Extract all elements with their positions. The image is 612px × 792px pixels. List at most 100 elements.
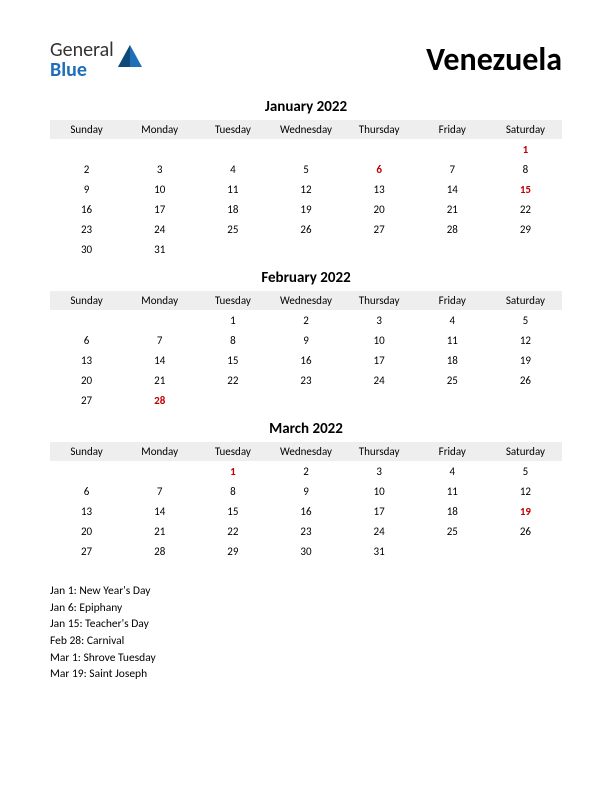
calendar-cell: 27 bbox=[343, 219, 416, 239]
calendar-cell: 6 bbox=[50, 481, 123, 501]
calendar-cell: 25 bbox=[416, 521, 489, 541]
calendar-cell: 1 bbox=[196, 461, 269, 481]
holiday-item: Jan 15: Teacher's Day bbox=[50, 616, 562, 633]
weekday-header: Tuesday bbox=[196, 120, 269, 139]
calendar-cell-empty bbox=[416, 139, 489, 159]
calendar-cell: 20 bbox=[50, 521, 123, 541]
calendar-cell: 26 bbox=[489, 521, 562, 541]
calendar-cell: 12 bbox=[269, 179, 342, 199]
month-title: February 2022 bbox=[50, 269, 562, 287]
weekday-header: Saturday bbox=[489, 442, 562, 461]
weekday-header: Sunday bbox=[50, 442, 123, 461]
calendar-cell-empty bbox=[416, 541, 489, 561]
holiday-item: Jan 1: New Year's Day bbox=[50, 583, 562, 600]
holiday-item: Mar 1: Shrove Tuesday bbox=[50, 650, 562, 667]
calendar-cell: 8 bbox=[196, 481, 269, 501]
calendar-cell: 17 bbox=[123, 199, 196, 219]
logo-sail-icon bbox=[116, 43, 146, 78]
calendar-cell: 17 bbox=[343, 501, 416, 521]
calendar-cell-empty bbox=[50, 139, 123, 159]
calendar-cell: 7 bbox=[123, 330, 196, 350]
calendar-table: SundayMondayTuesdayWednesdayThursdayFrid… bbox=[50, 442, 562, 561]
calendar-cell: 24 bbox=[343, 521, 416, 541]
calendar-cell: 18 bbox=[416, 501, 489, 521]
calendar-cell: 30 bbox=[269, 541, 342, 561]
calendar-cell-empty bbox=[269, 239, 342, 259]
calendar-table: SundayMondayTuesdayWednesdayThursdayFrid… bbox=[50, 120, 562, 259]
weekday-header: Saturday bbox=[489, 291, 562, 310]
calendar-cell: 8 bbox=[489, 159, 562, 179]
calendar-cell: 13 bbox=[343, 179, 416, 199]
calendar-cell: 29 bbox=[196, 541, 269, 561]
header: General Blue Venezuela bbox=[50, 40, 562, 80]
calendar-cell: 10 bbox=[343, 330, 416, 350]
calendar-cell: 10 bbox=[123, 179, 196, 199]
weekday-header: Wednesday bbox=[269, 120, 342, 139]
calendar-cell: 28 bbox=[123, 390, 196, 410]
calendar-cell-empty bbox=[416, 390, 489, 410]
weekday-header: Tuesday bbox=[196, 291, 269, 310]
calendar-cell: 26 bbox=[489, 370, 562, 390]
calendar-cell: 11 bbox=[196, 179, 269, 199]
calendar-cell-empty bbox=[489, 239, 562, 259]
calendar-cell: 17 bbox=[343, 350, 416, 370]
calendar-cell: 3 bbox=[123, 159, 196, 179]
calendar-cell: 6 bbox=[50, 330, 123, 350]
calendar-cell: 13 bbox=[50, 501, 123, 521]
calendar-cell: 21 bbox=[123, 521, 196, 541]
calendar-cell: 13 bbox=[50, 350, 123, 370]
weekday-header: Friday bbox=[416, 291, 489, 310]
calendar-cell: 3 bbox=[343, 461, 416, 481]
calendar-cell: 20 bbox=[343, 199, 416, 219]
calendar-cell: 16 bbox=[269, 501, 342, 521]
calendar-cell: 14 bbox=[123, 501, 196, 521]
calendar-cell: 16 bbox=[50, 199, 123, 219]
weekday-header: Friday bbox=[416, 442, 489, 461]
calendar-cell: 23 bbox=[269, 370, 342, 390]
calendar-cell-empty bbox=[489, 541, 562, 561]
calendar-cell: 4 bbox=[196, 159, 269, 179]
calendar-cell-empty bbox=[196, 139, 269, 159]
calendar-cell: 4 bbox=[416, 310, 489, 330]
month-title: March 2022 bbox=[50, 420, 562, 438]
calendar-cell: 29 bbox=[489, 219, 562, 239]
calendar-cell-empty bbox=[196, 239, 269, 259]
calendar-cell-empty bbox=[123, 310, 196, 330]
calendar-cell-empty bbox=[343, 239, 416, 259]
calendar-cell: 14 bbox=[416, 179, 489, 199]
calendar-cell: 23 bbox=[269, 521, 342, 541]
calendar-cell-empty bbox=[196, 390, 269, 410]
weekday-header: Monday bbox=[123, 291, 196, 310]
calendar-cell: 20 bbox=[50, 370, 123, 390]
calendar-cell: 31 bbox=[123, 239, 196, 259]
calendar-cell: 2 bbox=[269, 310, 342, 330]
calendar-cell: 14 bbox=[123, 350, 196, 370]
calendar-cell: 9 bbox=[50, 179, 123, 199]
calendar-cell-empty bbox=[123, 461, 196, 481]
calendar-cell: 25 bbox=[416, 370, 489, 390]
calendar-cell: 6 bbox=[343, 159, 416, 179]
calendar-cell: 4 bbox=[416, 461, 489, 481]
month-block: March 2022 SundayMondayTuesdayWednesdayTh… bbox=[50, 420, 562, 561]
calendar-cell: 1 bbox=[489, 139, 562, 159]
calendar-cell: 22 bbox=[489, 199, 562, 219]
calendar-cell: 12 bbox=[489, 481, 562, 501]
calendar-cell: 9 bbox=[269, 481, 342, 501]
weekday-header: Sunday bbox=[50, 120, 123, 139]
calendar-cell: 1 bbox=[196, 310, 269, 330]
weekday-header: Wednesday bbox=[269, 442, 342, 461]
calendar-cell: 26 bbox=[269, 219, 342, 239]
holiday-list: Jan 1: New Year's DayJan 6: EpiphanyJan … bbox=[50, 583, 562, 683]
calendar-cell: 25 bbox=[196, 219, 269, 239]
calendar-cell-empty bbox=[343, 139, 416, 159]
calendar-table: SundayMondayTuesdayWednesdayThursdayFrid… bbox=[50, 291, 562, 410]
calendar-cell-empty bbox=[269, 390, 342, 410]
calendar-cell-empty bbox=[50, 461, 123, 481]
calendar-cell: 19 bbox=[269, 199, 342, 219]
calendar-cell: 15 bbox=[489, 179, 562, 199]
calendar-cell: 18 bbox=[196, 199, 269, 219]
calendar-cell: 24 bbox=[123, 219, 196, 239]
calendar-cell: 5 bbox=[489, 461, 562, 481]
weekday-header: Thursday bbox=[343, 291, 416, 310]
calendar-cell-empty bbox=[489, 390, 562, 410]
